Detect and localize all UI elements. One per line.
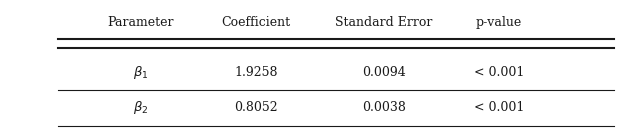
Text: 1.9258: 1.9258: [234, 66, 278, 79]
Text: < 0.001: < 0.001: [474, 101, 524, 114]
Text: 0.0094: 0.0094: [362, 66, 406, 79]
Text: p-value: p-value: [476, 16, 522, 29]
Text: 0.8052: 0.8052: [234, 101, 278, 114]
Text: < 0.001: < 0.001: [474, 66, 524, 79]
Text: Standard Error: Standard Error: [335, 16, 433, 29]
Text: Coefficient: Coefficient: [221, 16, 291, 29]
Text: Parameter: Parameter: [108, 16, 174, 29]
Text: $\beta_2$: $\beta_2$: [133, 99, 148, 116]
Text: $\beta_1$: $\beta_1$: [133, 64, 148, 81]
Text: 0.0038: 0.0038: [362, 101, 406, 114]
